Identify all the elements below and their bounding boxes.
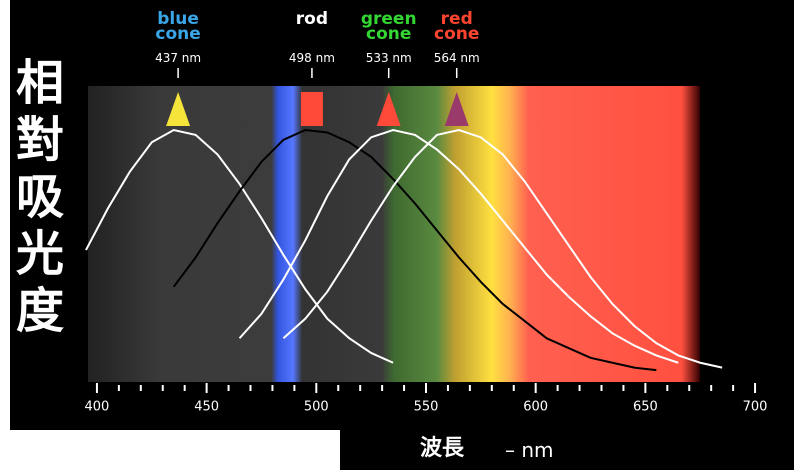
- y-axis-label: 相對吸光度: [10, 55, 70, 340]
- peak-label: 533 nm: [354, 51, 424, 65]
- x-tick-label: 450: [194, 400, 219, 415]
- x-axis-label: 波長: [420, 430, 464, 462]
- peak-label: 498 nm: [277, 51, 347, 65]
- x-tick-label: 600: [523, 400, 548, 415]
- x-tick-label: 700: [743, 400, 768, 415]
- background: [340, 430, 794, 470]
- x-tick-label: 550: [414, 400, 439, 415]
- x-tick-label: 400: [85, 400, 110, 415]
- x-tick-label: 650: [633, 400, 658, 415]
- x-tick-label: 500: [304, 400, 329, 415]
- series-label: green cone: [359, 12, 419, 42]
- x-axis-unit: – nm: [505, 438, 554, 462]
- series-label: rod: [282, 12, 342, 27]
- page: 400 450 500 550 600 650 700 相對吸光度 波長 – nm 437 …: [0, 0, 794, 470]
- peak-marker: [301, 92, 323, 126]
- chart: 400 450 500 550 600 650 700: [0, 0, 794, 470]
- series-label: blue cone: [148, 12, 208, 42]
- peak-label: 564 nm: [422, 51, 492, 65]
- peak-label: 437 nm: [143, 51, 213, 65]
- series-label: red cone: [427, 12, 487, 42]
